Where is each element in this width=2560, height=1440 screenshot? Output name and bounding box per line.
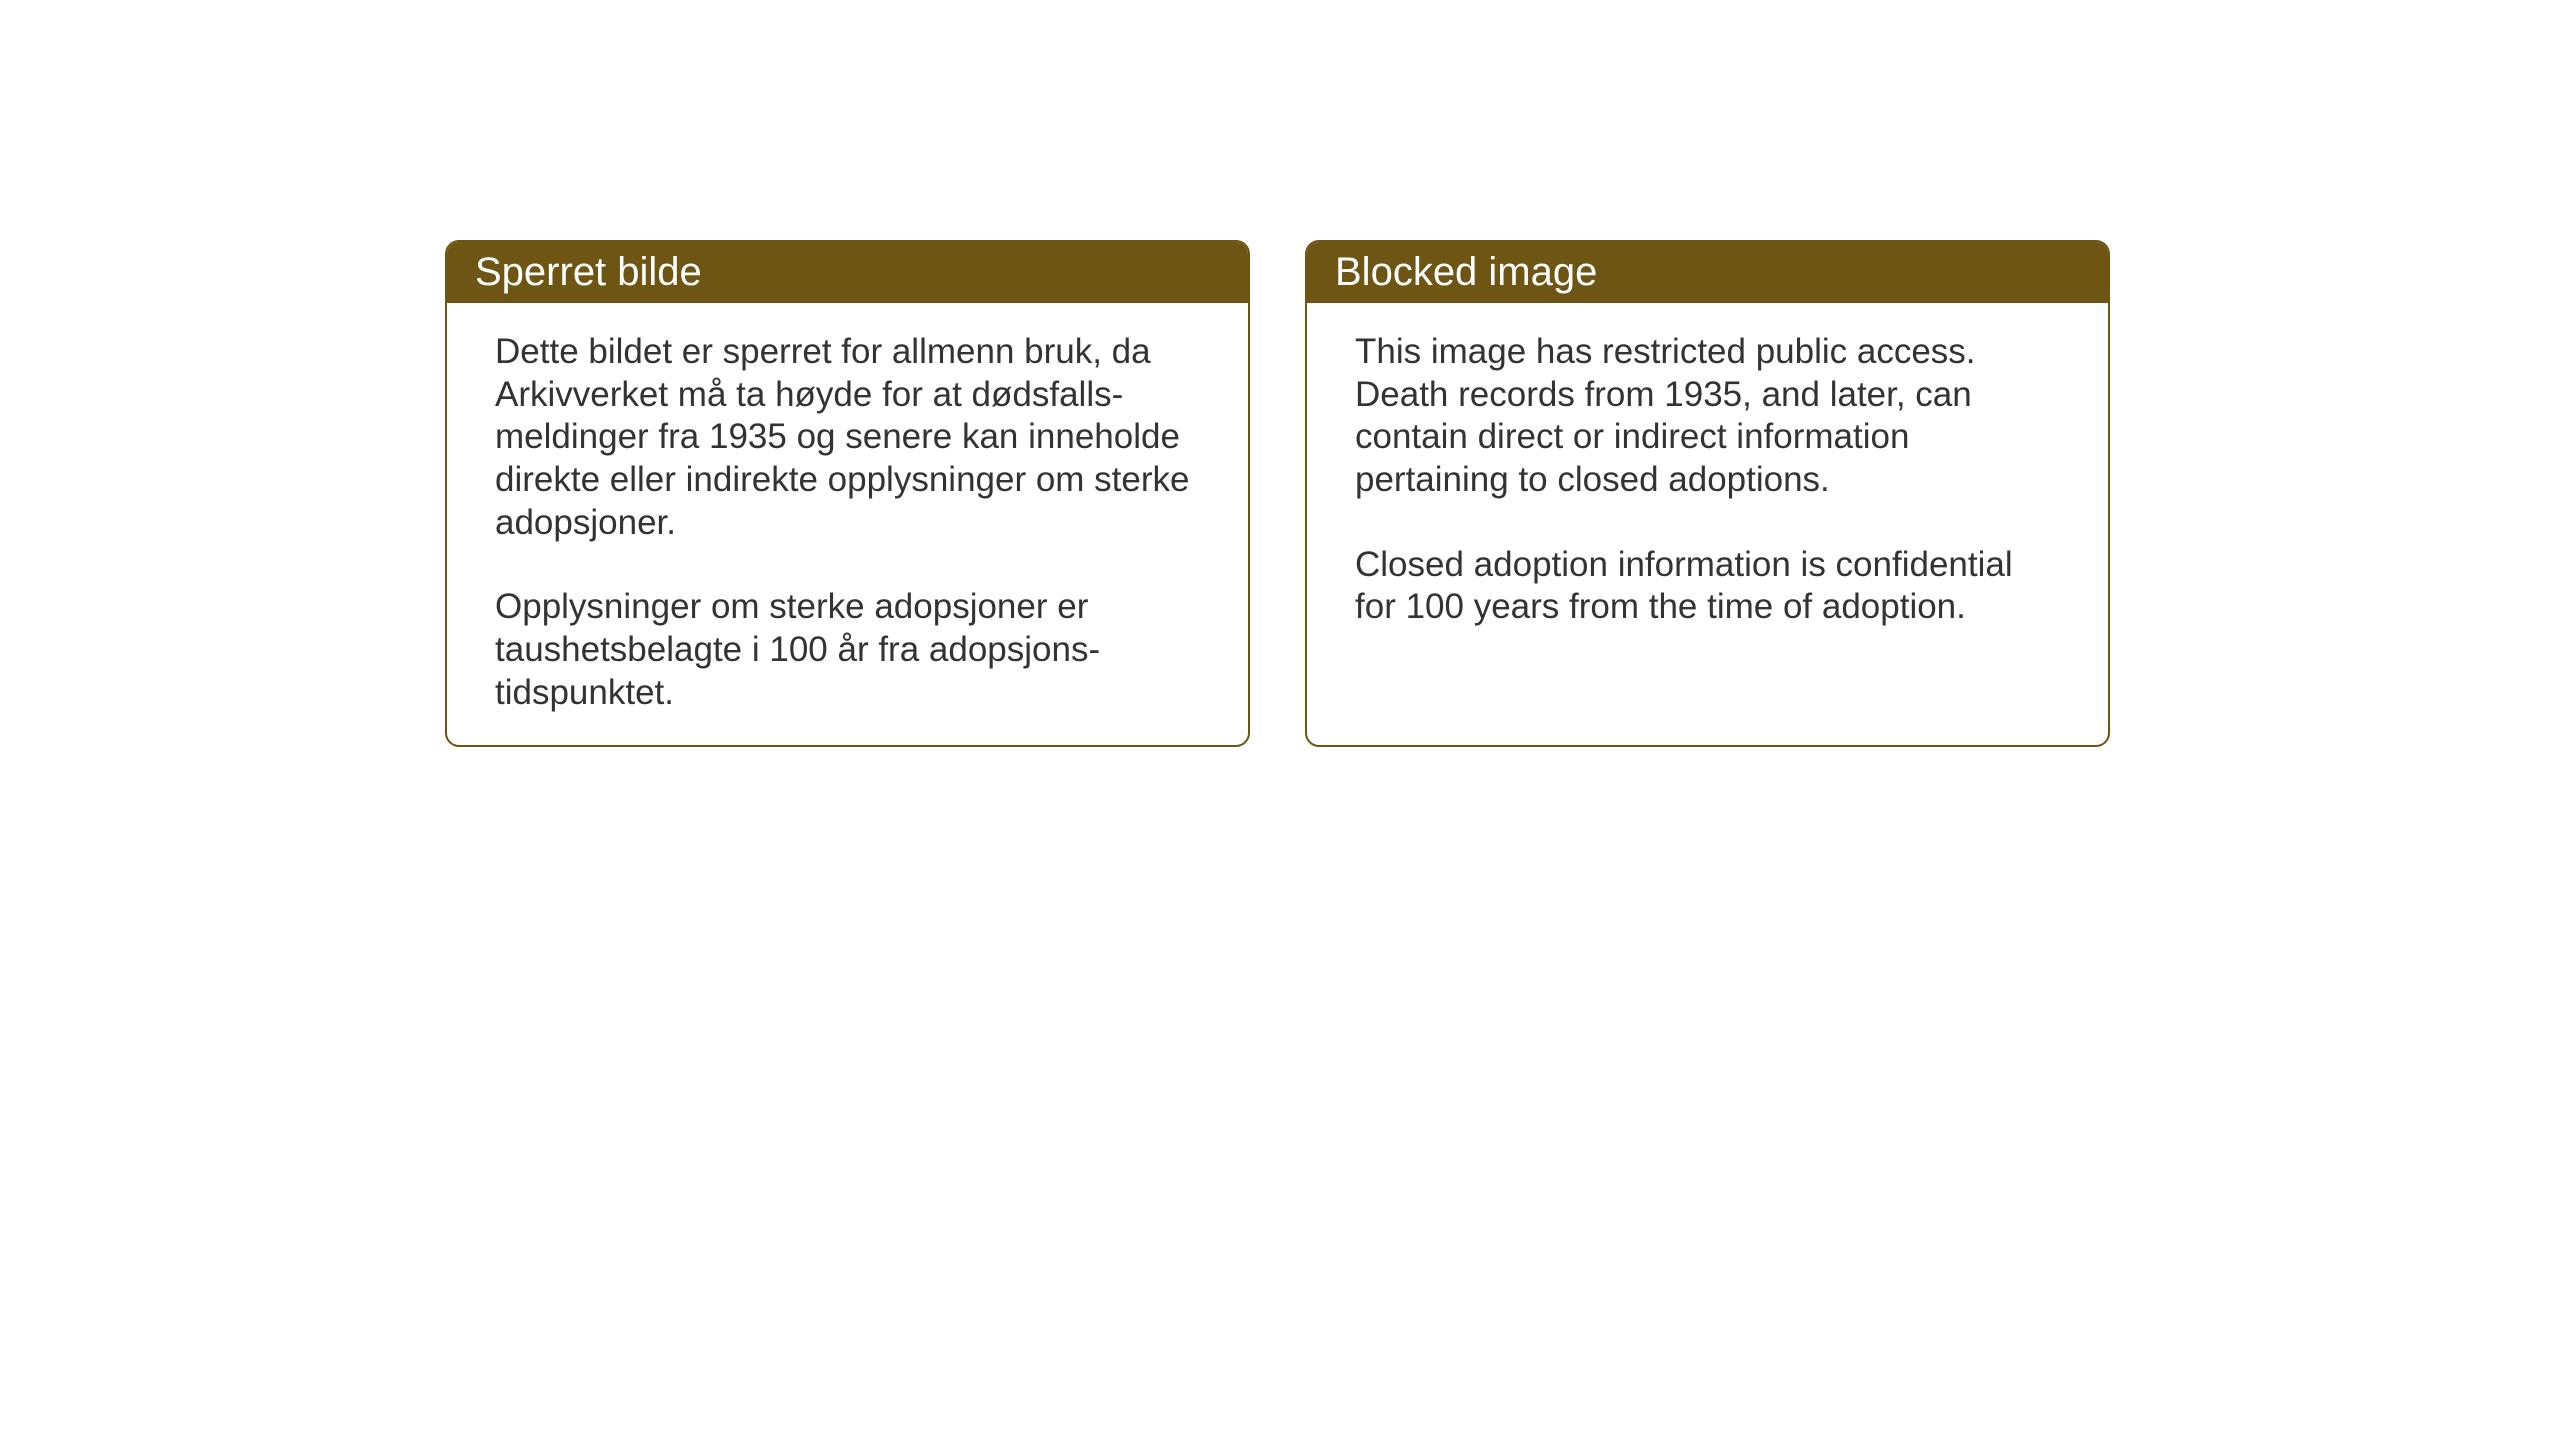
english-paragraph-2: Closed adoption information is confident…	[1355, 544, 2060, 629]
norwegian-paragraph-1: Dette bildet er sperret for allmenn bruk…	[495, 331, 1200, 544]
norwegian-card-body: Dette bildet er sperret for allmenn bruk…	[447, 303, 1248, 745]
english-card-body: This image has restricted public access.…	[1307, 303, 2108, 698]
english-paragraph-1: This image has restricted public access.…	[1355, 331, 2060, 502]
english-card-header: Blocked image	[1307, 242, 2108, 303]
norwegian-paragraph-2: Opplysninger om sterke adopsjoner er tau…	[495, 586, 1200, 714]
norwegian-card: Sperret bilde Dette bildet er sperret fo…	[445, 240, 1250, 747]
cards-container: Sperret bilde Dette bildet er sperret fo…	[445, 240, 2110, 747]
norwegian-card-header: Sperret bilde	[447, 242, 1248, 303]
english-card: Blocked image This image has restricted …	[1305, 240, 2110, 747]
